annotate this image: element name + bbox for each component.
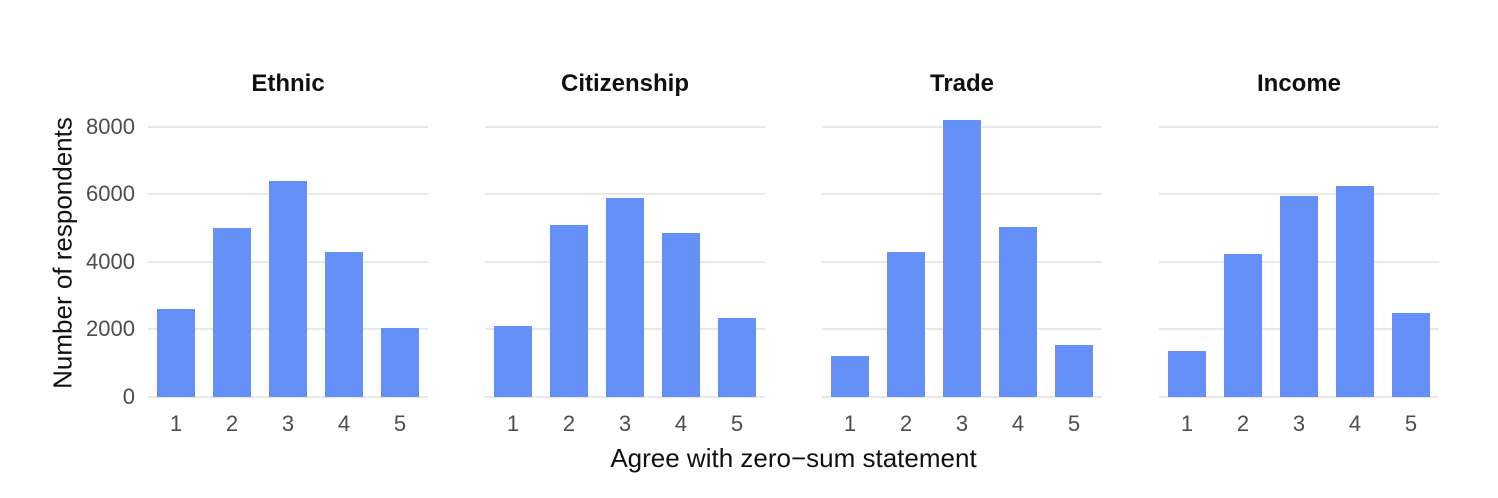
bar-5: [1392, 312, 1430, 397]
x-axis-tick-labels: 1 2 3 4 5: [148, 413, 428, 435]
y-tick-label: 2000: [86, 316, 135, 342]
y-tick-label: 8000: [86, 113, 135, 139]
bar-4: [1336, 185, 1374, 397]
x-tick-label: 2: [1236, 411, 1250, 436]
x-tick-label: 4: [1011, 411, 1025, 436]
gridline: [1159, 193, 1439, 196]
plot-area: [148, 109, 428, 398]
bar-3: [606, 197, 644, 397]
x-tick-label: 1: [506, 411, 520, 436]
gridline: [822, 396, 1102, 398]
facet-panel-trade: Trade 1 2 3 4 5: [822, 70, 1102, 435]
x-tick-label: 3: [618, 411, 632, 436]
x-tick-label: 2: [899, 411, 913, 436]
bar-5: [381, 327, 419, 397]
gridline: [148, 396, 428, 398]
facet-title: Citizenship: [560, 70, 689, 97]
facet-panels: Ethnic 1 2 3 4 5 Citizenship 1 2 3 4 5 Trade 1 2 3 4 5 Inc…: [148, 70, 1439, 435]
x-axis-tick-labels: 1 2 3 4 5: [822, 413, 1102, 435]
x-axis-tick-labels: 1 2 3 4 5: [485, 413, 765, 435]
gridline: [1159, 396, 1439, 398]
x-tick-label: 3: [281, 411, 295, 436]
bar-3: [943, 120, 981, 397]
bar-1: [494, 326, 532, 397]
facet-panel-citizenship: Citizenship 1 2 3 4 5: [485, 70, 765, 435]
bar-2: [213, 228, 251, 397]
y-tick-label: 6000: [86, 181, 135, 207]
x-tick-label: 3: [1292, 411, 1306, 436]
y-tick-label: 0: [122, 384, 135, 409]
x-tick-label: 5: [393, 411, 407, 436]
plot-area: [822, 109, 1102, 398]
x-tick-label: 2: [562, 411, 576, 436]
x-tick-label: 1: [169, 411, 183, 436]
bar-3: [269, 180, 307, 397]
y-axis-tick-labels: 0 2000 4000 6000 8000: [0, 109, 135, 407]
bar-5: [718, 317, 756, 397]
bar-5: [1055, 344, 1093, 397]
x-tick-label: 1: [1180, 411, 1194, 436]
plot-area: [485, 109, 765, 398]
facet-title: Ethnic: [251, 70, 325, 97]
bar-2: [550, 224, 588, 397]
facet-panel-ethnic: Ethnic 1 2 3 4 5: [148, 70, 428, 435]
x-tick-label: 4: [1348, 411, 1362, 436]
gridline: [485, 125, 765, 128]
bar-2: [887, 251, 925, 397]
x-tick-label: 1: [843, 411, 857, 436]
gridline: [485, 396, 765, 398]
bar-1: [1168, 351, 1206, 397]
bar-4: [662, 233, 700, 397]
bar-1: [831, 356, 869, 397]
bar-4: [325, 251, 363, 397]
bar-3: [1280, 196, 1318, 397]
plot-area: [1159, 109, 1439, 398]
facet-panel-income: Income 1 2 3 4 5: [1159, 70, 1439, 435]
facet-title: Trade: [929, 70, 995, 97]
x-axis-tick-labels: 1 2 3 4 5: [1159, 413, 1439, 435]
gridline: [148, 125, 428, 128]
x-axis-title: Agree with zero−sum statement: [610, 443, 977, 473]
x-tick-label: 4: [337, 411, 351, 436]
x-tick-label: 5: [1067, 411, 1081, 436]
x-tick-label: 4: [674, 411, 688, 436]
bar-2: [1224, 253, 1262, 397]
y-tick-label: 4000: [86, 248, 135, 274]
bar-4: [999, 226, 1037, 397]
facet-title: Income: [1256, 70, 1342, 97]
x-tick-label: 5: [730, 411, 744, 436]
x-tick-label: 3: [955, 411, 969, 436]
x-tick-label: 5: [1404, 411, 1418, 436]
x-tick-label: 2: [225, 411, 239, 436]
gridline: [1159, 125, 1439, 128]
bar-1: [157, 309, 195, 397]
gridline: [485, 193, 765, 196]
